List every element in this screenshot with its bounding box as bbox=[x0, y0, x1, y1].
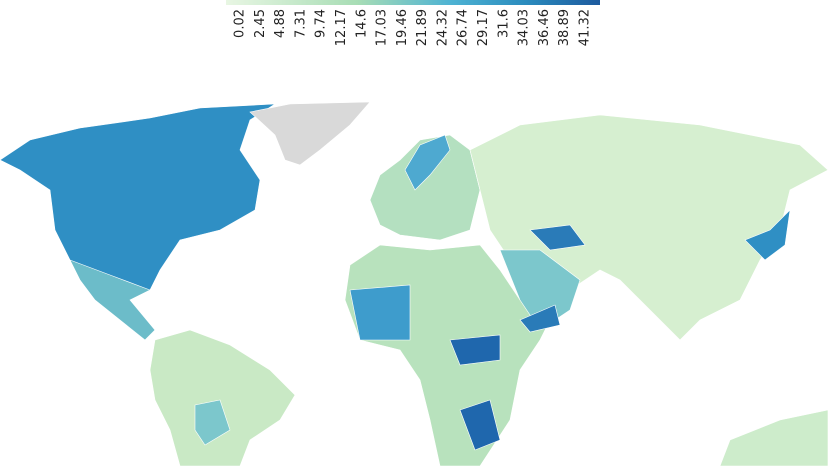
legend-tick-label: 36.46 bbox=[537, 9, 552, 46]
west-africa bbox=[349, 284, 411, 341]
legend-tick-label: 21.89 bbox=[415, 9, 430, 46]
legend-tick-label: 29.17 bbox=[476, 9, 491, 46]
legend-tick-label: 14.6 bbox=[354, 9, 369, 38]
legend-tick-label: 7.31 bbox=[293, 9, 308, 38]
legend-tick-label: 26.74 bbox=[456, 9, 471, 46]
south-america bbox=[149, 329, 296, 466]
zimbabwe bbox=[459, 399, 501, 451]
legend-tick-label: 24.32 bbox=[435, 9, 450, 46]
legend-tick-label: 31.6 bbox=[496, 9, 511, 38]
legend-tick-label: 4.88 bbox=[273, 9, 288, 38]
legend-tick-label: 38.89 bbox=[557, 9, 572, 46]
south-sudan bbox=[449, 334, 501, 366]
world-map bbox=[0, 101, 828, 466]
turkmenistan bbox=[529, 224, 586, 251]
legend-tick-label: 17.03 bbox=[375, 9, 390, 46]
bolivia bbox=[194, 399, 231, 446]
legend-tick-label: 9.74 bbox=[314, 9, 329, 38]
legend-labels: 0.02 2.45 4.88 7.31 9.74 12.17 14.6 17.03 19.46 2… bbox=[233, 9, 593, 46]
legend-tick-label: 0.02 bbox=[233, 9, 248, 38]
scandinavia bbox=[404, 134, 451, 191]
color-scale bbox=[226, 0, 600, 5]
legend-tick-label: 2.45 bbox=[253, 9, 268, 38]
legend-tick-label: 12.17 bbox=[334, 9, 349, 46]
yemen bbox=[519, 304, 561, 333]
legend-tick-label: 41.32 bbox=[578, 9, 593, 46]
middle-east bbox=[499, 249, 581, 331]
central-america bbox=[69, 259, 156, 341]
australia bbox=[719, 409, 828, 466]
legend-tick-label: 34.03 bbox=[517, 9, 532, 46]
north-america bbox=[0, 103, 277, 341]
japan bbox=[744, 209, 791, 261]
legend-tick-label: 19.46 bbox=[395, 9, 410, 46]
greenland bbox=[249, 101, 371, 166]
